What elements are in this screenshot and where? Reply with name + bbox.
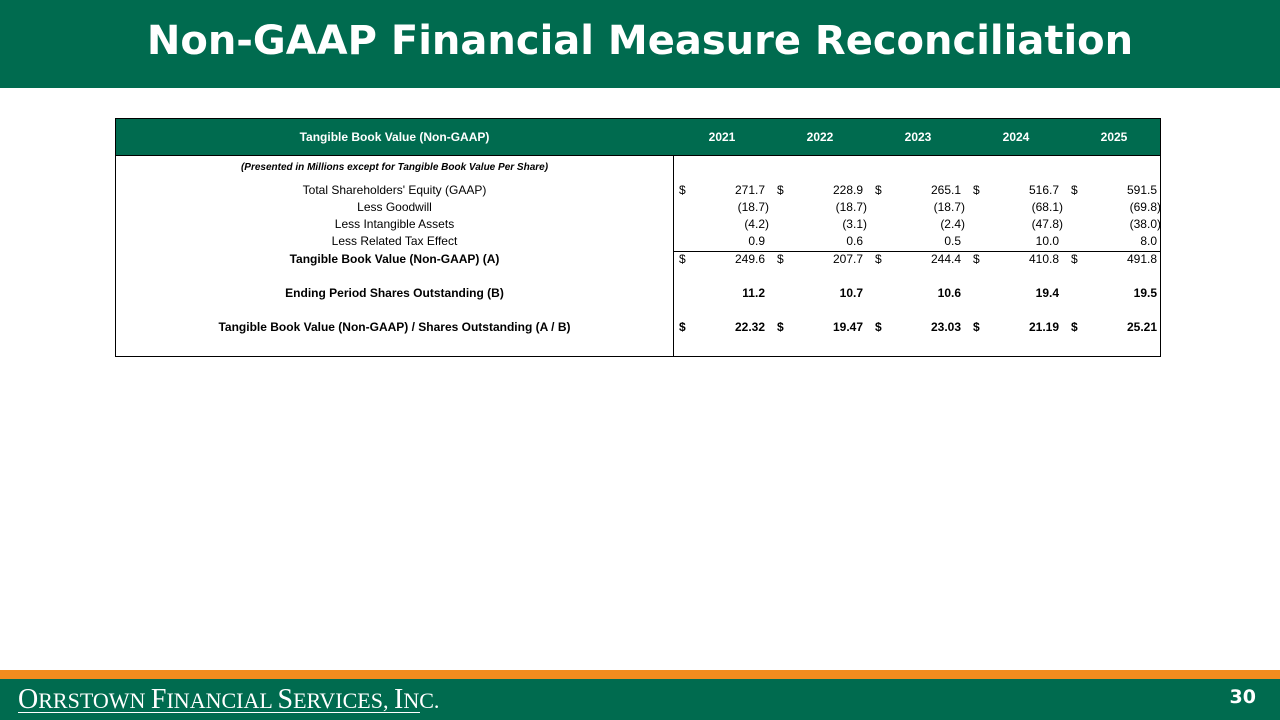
row-label: Total Shareholders' Equity (GAAP)	[302, 183, 487, 197]
table-row: Less Goodwill (18.7) (18.7) (18.7) (68.1…	[116, 199, 1162, 216]
cell-value: 19.4	[1035, 286, 1059, 300]
currency-symbol: $	[875, 252, 882, 266]
currency-symbol: $	[679, 320, 686, 334]
cell-value: 410.8	[1028, 252, 1059, 266]
cell-value: 244.4	[930, 252, 961, 266]
cell-value: 19.5	[1133, 286, 1157, 300]
cell-value: 23.03	[930, 320, 961, 334]
title-bar: Non-GAAP Financial Measure Reconciliatio…	[0, 0, 1280, 88]
currency-symbol: $	[875, 183, 882, 197]
table-row: Less Intangible Assets (4.2) (3.1) (2.4)…	[116, 216, 1162, 233]
cell-value: 271.7	[734, 183, 765, 197]
currency-symbol: $	[973, 183, 980, 197]
reconciliation-table: Tangible Book Value (Non-GAAP) 2021 2022…	[115, 118, 1161, 357]
cell-value: 265.1	[930, 183, 961, 197]
column-divider	[673, 156, 674, 357]
cell-value: 11.2	[742, 286, 765, 300]
cell-value: 0.5	[944, 234, 961, 248]
footer-bar: ORRSTOWN FINANCIAL SERVICES, INC. 30	[0, 679, 1280, 720]
cell-value: 21.19	[1028, 320, 1059, 334]
row-label: Tangible Book Value (Non-GAAP) (A)	[289, 252, 500, 266]
cell-value: 207.7	[832, 252, 863, 266]
currency-symbol: $	[973, 252, 980, 266]
currency-symbol: $	[1071, 320, 1078, 334]
currency-symbol: $	[1071, 252, 1078, 266]
cell-value: (4.2)	[744, 217, 769, 231]
cell-value: (47.8)	[1031, 217, 1063, 231]
cell-value: (68.1)	[1031, 200, 1063, 214]
row-label: Tangible Book Value (Non-GAAP) / Shares …	[218, 320, 571, 334]
company-logo: ORRSTOWN FINANCIAL SERVICES, INC.	[18, 684, 440, 715]
cell-value: 10.7	[839, 286, 863, 300]
table-header: Tangible Book Value (Non-GAAP) 2021 2022…	[116, 119, 1160, 156]
cell-value: 491.8	[1126, 252, 1157, 266]
row-label: Less Goodwill	[357, 200, 432, 214]
table-row: Tangible Book Value (Non-GAAP) (A) $ 249…	[116, 251, 1162, 268]
cell-value: (69.8)	[1129, 200, 1161, 214]
currency-symbol: $	[777, 320, 784, 334]
subtotal-rule	[673, 251, 1161, 252]
cell-value: (38.0)	[1129, 217, 1161, 231]
year-header-2024: 2024	[1002, 130, 1030, 144]
currency-symbol: $	[679, 252, 686, 266]
table-subtitle: (Presented in Millions except for Tangib…	[240, 162, 549, 173]
table-row: Ending Period Shares Outstanding (B) 11.…	[116, 285, 1162, 302]
cell-value: (18.7)	[933, 200, 965, 214]
slide-title: Non-GAAP Financial Measure Reconciliatio…	[146, 18, 1134, 64]
cell-value: 0.9	[748, 234, 765, 248]
currency-symbol: $	[875, 320, 882, 334]
cell-value: (18.7)	[835, 200, 867, 214]
table-row: Less Related Tax Effect 0.9 0.6 0.5 10.0…	[116, 233, 1162, 250]
currency-symbol: $	[679, 183, 686, 197]
page-number: 30	[1229, 686, 1256, 708]
year-header-2021: 2021	[708, 130, 736, 144]
cell-value: (2.4)	[940, 217, 965, 231]
row-label: Ending Period Shares Outstanding (B)	[285, 286, 504, 300]
cell-value: 591.5	[1126, 183, 1157, 197]
footer-accent-stripe	[0, 670, 1280, 679]
cell-value: 10.0	[1035, 234, 1059, 248]
currency-symbol: $	[973, 320, 980, 334]
cell-value: 8.0	[1140, 234, 1157, 248]
logo-underline	[18, 712, 420, 713]
cell-value: 25.21	[1126, 320, 1157, 334]
cell-value: (18.7)	[737, 200, 769, 214]
cell-value: 249.6	[734, 252, 765, 266]
cell-value: 0.6	[846, 234, 863, 248]
cell-value: (3.1)	[842, 217, 867, 231]
year-header-2025: 2025	[1100, 130, 1128, 144]
currency-symbol: $	[777, 252, 784, 266]
year-header-2023: 2023	[904, 130, 932, 144]
cell-value: 516.7	[1028, 183, 1059, 197]
cell-value: 22.32	[734, 320, 765, 334]
table-header-label: Tangible Book Value (Non-GAAP)	[299, 130, 490, 144]
cell-value: 10.6	[937, 286, 961, 300]
cell-value: 228.9	[832, 183, 863, 197]
currency-symbol: $	[777, 183, 784, 197]
table-row: Total Shareholders' Equity (GAAP) $ 271.…	[116, 182, 1162, 199]
currency-symbol: $	[1071, 183, 1078, 197]
table-row: Tangible Book Value (Non-GAAP) / Shares …	[116, 319, 1162, 336]
year-header-2022: 2022	[806, 130, 834, 144]
row-label: Less Intangible Assets	[334, 217, 455, 231]
row-label: Less Related Tax Effect	[331, 234, 458, 248]
cell-value: 19.47	[832, 320, 863, 334]
